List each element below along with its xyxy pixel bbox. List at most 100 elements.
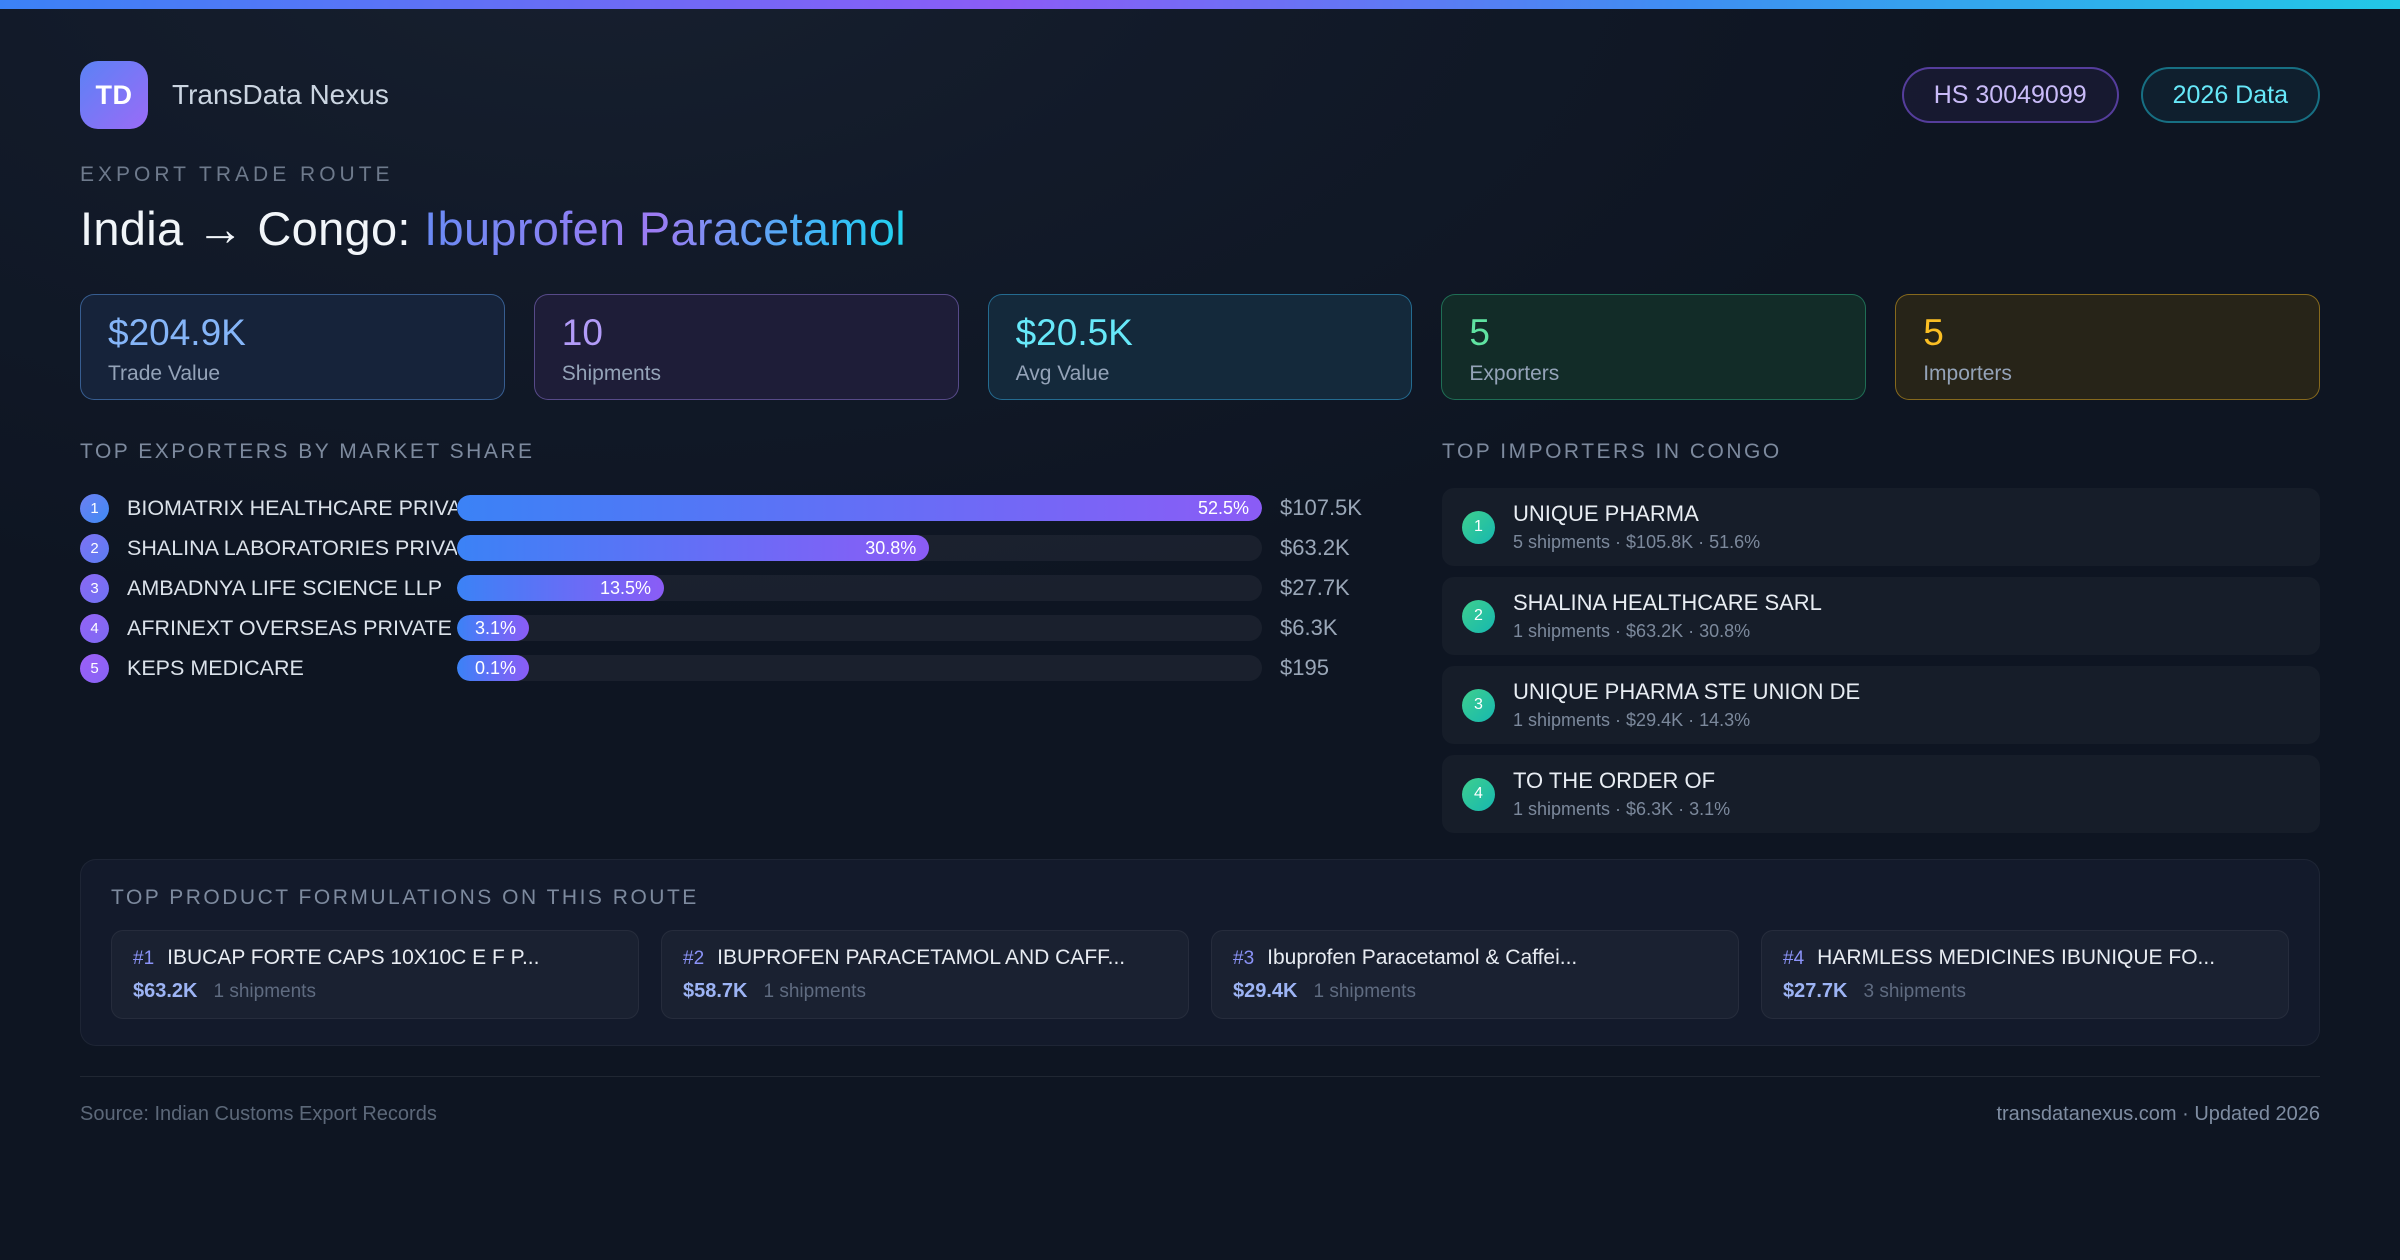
market-share-bar-fill: 13.5% xyxy=(457,575,664,601)
product-shipments: 3 shipments xyxy=(1863,981,1966,1002)
header-badges: HS 30049099 2026 Data xyxy=(1901,67,2320,123)
importer-card[interactable]: 2 SHALINA HEALTHCARE SARL 1 shipments · … xyxy=(1442,577,2320,655)
products-panel: TOP PRODUCT FORMULATIONS ON THIS ROUTE #… xyxy=(80,859,2320,1046)
products-heading: TOP PRODUCT FORMULATIONS ON THIS ROUTE xyxy=(111,886,699,909)
stat-value: 10 xyxy=(561,312,603,353)
stat-label: Trade Value xyxy=(108,362,221,386)
header: TD TransData Nexus HS 30049099 2026 Data xyxy=(80,61,2320,129)
importer-card[interactable]: 3 UNIQUE PHARMA STE UNION DE 1 shipments… xyxy=(1442,666,2320,744)
market-share-bar-fill: 30.8% xyxy=(457,535,930,561)
exporter-value: $6.3K xyxy=(1280,615,1338,640)
product-rank: #2 xyxy=(683,948,705,969)
importer-card[interactable]: 4 TO THE ORDER OF 1 shipments · $6.3K · … xyxy=(1442,755,2320,833)
stat-label: Avg Value xyxy=(1015,362,1110,386)
source-note: Source: Indian Customs Export Records xyxy=(80,1103,437,1125)
products-list: #1 IBUCAP FORTE CAPS 10X10C E F P... $63… xyxy=(111,930,2289,1019)
stat-card-avg-value: $20.5K Avg Value xyxy=(987,294,1413,400)
product-rank: #4 xyxy=(1783,948,1805,969)
exporter-name: KEPS MEDICARE xyxy=(127,655,304,680)
importer-detail: 1 shipments · $29.4K · 14.3% xyxy=(1513,710,1751,730)
rank-badge: 4 xyxy=(80,613,109,643)
exporter-row[interactable]: 5 KEPS MEDICARE 0.1% $195 xyxy=(80,648,1380,688)
market-share-percent: 30.8% xyxy=(865,537,917,558)
stat-value: 5 xyxy=(1469,312,1490,353)
importer-name: TO THE ORDER OF xyxy=(1513,768,1716,793)
rank-badge: 5 xyxy=(80,653,109,683)
rank-badge: 1 xyxy=(1462,510,1495,544)
product-card[interactable]: #1 IBUCAP FORTE CAPS 10X10C E F P... $63… xyxy=(111,930,639,1019)
market-share-bar-fill: 0.1% xyxy=(457,655,529,681)
product-name: HARMLESS MEDICINES IBUNIQUE FO... xyxy=(1817,946,2216,969)
rank-badge: 3 xyxy=(1462,688,1495,722)
stat-value: $20.5K xyxy=(1015,312,1133,353)
product-rank: #3 xyxy=(1233,948,1255,969)
exporter-name: SHALINA LABORATORIES PRIVA... xyxy=(127,535,457,560)
market-share-bar-track: 30.8% xyxy=(457,535,1262,561)
exporter-name: AMBADNYA LIFE SCIENCE LLP xyxy=(127,575,443,600)
product-name: IBUPROFEN PARACETAMOL AND CAFF... xyxy=(717,946,1126,969)
exporter-value: $107.5K xyxy=(1280,495,1362,520)
importer-detail: 5 shipments · $105.8K · 51.6% xyxy=(1513,532,1761,552)
exporters-section: TOP EXPORTERS BY MARKET SHARE 1 BIOMATRI… xyxy=(80,440,1380,688)
route-text: India → Congo: xyxy=(80,202,425,255)
importer-detail: 1 shipments · $6.3K · 3.1% xyxy=(1513,799,1731,819)
importer-name: UNIQUE PHARMA STE UNION DE xyxy=(1513,679,1861,704)
exporters-list: 1 BIOMATRIX HEALTHCARE PRIVA... 52.5% $1… xyxy=(80,488,1380,688)
site-link[interactable]: transdatanexus.com · Updated 2026 xyxy=(1996,1103,2320,1125)
product-value: $27.7K xyxy=(1783,980,1848,1002)
product-name: Ibuprofen Paracetamol & Caffei... xyxy=(1267,946,1578,969)
product-card[interactable]: #2 IBUPROFEN PARACETAMOL AND CAFF... $58… xyxy=(661,930,1189,1019)
product-shipments: 1 shipments xyxy=(1313,981,1416,1002)
hs-code-badge[interactable]: HS 30049099 xyxy=(1901,67,2119,123)
market-share-bar-track: 52.5% xyxy=(457,495,1262,521)
stat-card-exporters: 5 Exporters xyxy=(1441,294,1867,400)
exporter-value: $63.2K xyxy=(1280,535,1350,560)
stat-card-shipments: 10 Shipments xyxy=(533,294,959,400)
importers-list: 1 UNIQUE PHARMA 5 shipments · $105.8K · … xyxy=(1442,488,2320,833)
product-value: $29.4K xyxy=(1233,980,1298,1002)
exporter-row[interactable]: 4 AFRINEXT OVERSEAS PRIVATE ... 3.1% $6.… xyxy=(80,608,1380,648)
market-share-percent: 3.1% xyxy=(474,617,516,638)
importer-detail: 1 shipments · $63.2K · 30.8% xyxy=(1513,621,1751,641)
exporter-value: $195 xyxy=(1280,655,1329,680)
product-card[interactable]: #4 HARMLESS MEDICINES IBUNIQUE FO... $27… xyxy=(1761,930,2289,1019)
stat-value: $204.9K xyxy=(108,312,246,353)
brand: TD TransData Nexus xyxy=(80,61,389,129)
product-value: $63.2K xyxy=(133,980,198,1002)
importers-heading: TOP IMPORTERS IN CONGO xyxy=(1442,440,1782,463)
exporters-heading: TOP EXPORTERS BY MARKET SHARE xyxy=(80,440,535,463)
stat-card-trade-value: $204.9K Trade Value xyxy=(80,294,505,400)
product-rank: #1 xyxy=(133,948,155,969)
rank-badge: 2 xyxy=(80,533,109,563)
rank-badge: 3 xyxy=(80,573,109,603)
market-share-percent: 0.1% xyxy=(474,657,516,678)
importer-card[interactable]: 1 UNIQUE PHARMA 5 shipments · $105.8K · … xyxy=(1442,488,2320,566)
exporter-row[interactable]: 1 BIOMATRIX HEALTHCARE PRIVA... 52.5% $1… xyxy=(80,488,1380,528)
stat-value: 5 xyxy=(1923,312,1944,353)
market-share-bar-track: 13.5% xyxy=(457,575,1262,601)
exporter-row[interactable]: 3 AMBADNYA LIFE SCIENCE LLP 13.5% $27.7K xyxy=(80,568,1380,608)
importer-name: SHALINA HEALTHCARE SARL xyxy=(1513,590,1822,615)
rank-badge: 2 xyxy=(1462,599,1495,633)
page-title: India → Congo: Ibuprofen Paracetamol xyxy=(80,201,2320,256)
market-share-bar-fill: 52.5% xyxy=(457,495,1262,521)
stat-label: Importers xyxy=(1923,362,2012,386)
market-share-percent: 52.5% xyxy=(1197,497,1249,518)
footer: Source: Indian Customs Export Records tr… xyxy=(80,1076,2320,1126)
importers-section: TOP IMPORTERS IN CONGO 1 UNIQUE PHARMA 5… xyxy=(1442,440,2320,833)
stat-cards: $204.9K Trade Value 10 Shipments $20.5K … xyxy=(80,294,2320,400)
market-share-percent: 13.5% xyxy=(599,577,651,598)
exporter-value: $27.7K xyxy=(1280,575,1350,600)
exporter-row[interactable]: 2 SHALINA LABORATORIES PRIVA... 30.8% $6… xyxy=(80,528,1380,568)
brand-name: TransData Nexus xyxy=(172,79,389,110)
rank-badge: 4 xyxy=(1462,777,1495,811)
brand-logo: TD xyxy=(80,61,148,129)
market-share-bar-fill: 3.1% xyxy=(457,615,529,641)
rank-badge: 1 xyxy=(80,493,109,523)
exporter-name: BIOMATRIX HEALTHCARE PRIVA... xyxy=(127,495,457,520)
product-card[interactable]: #3 Ibuprofen Paracetamol & Caffei... $29… xyxy=(1211,930,1739,1019)
year-data-badge[interactable]: 2026 Data xyxy=(2140,67,2320,123)
product-shipments: 1 shipments xyxy=(213,981,316,1002)
importer-name: UNIQUE PHARMA xyxy=(1513,501,1699,526)
market-share-bar-track: 0.1% xyxy=(457,655,1262,681)
